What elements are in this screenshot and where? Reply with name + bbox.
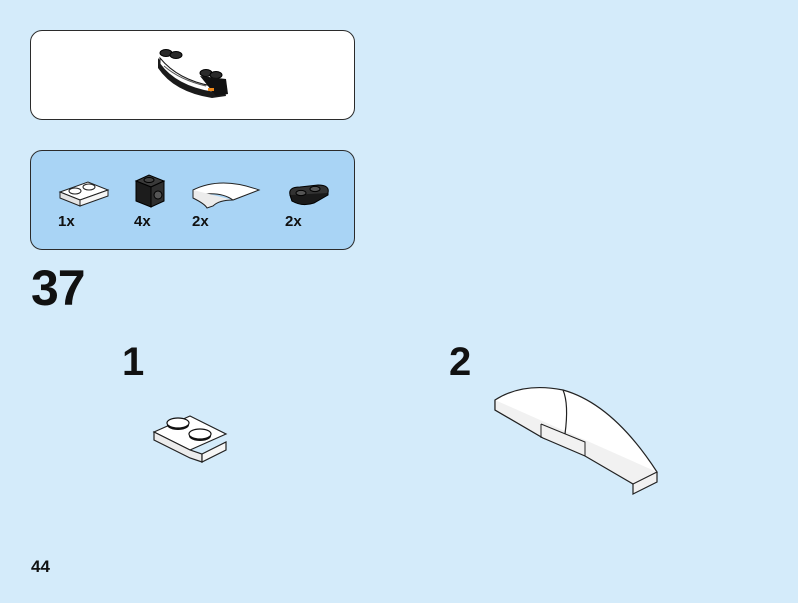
white-plate-1x2-icon xyxy=(58,181,110,207)
curved-brick-assembly-icon xyxy=(158,49,228,98)
submodel-callout xyxy=(30,30,355,120)
black-brick-1x1-with-stud-icon xyxy=(134,174,166,208)
part-qty: 4x xyxy=(134,213,151,230)
substep-number: 1 xyxy=(122,340,145,384)
part-qty: 2x xyxy=(285,213,302,230)
substep-number: 2 xyxy=(449,340,472,384)
page-number: 44 xyxy=(31,557,50,576)
part-qty: 2x xyxy=(192,213,209,230)
black-plate-round-1x2-icon xyxy=(289,184,329,206)
parts-list-callout: 1x 4x 2x 2x xyxy=(30,150,355,250)
part-qty: 1x xyxy=(58,213,75,230)
white-curved-slope-icon xyxy=(192,182,261,209)
white-plate-1x2-icon xyxy=(152,415,228,463)
white-curved-slope-pair-icon xyxy=(494,386,658,495)
step-number: 37 xyxy=(31,260,86,316)
